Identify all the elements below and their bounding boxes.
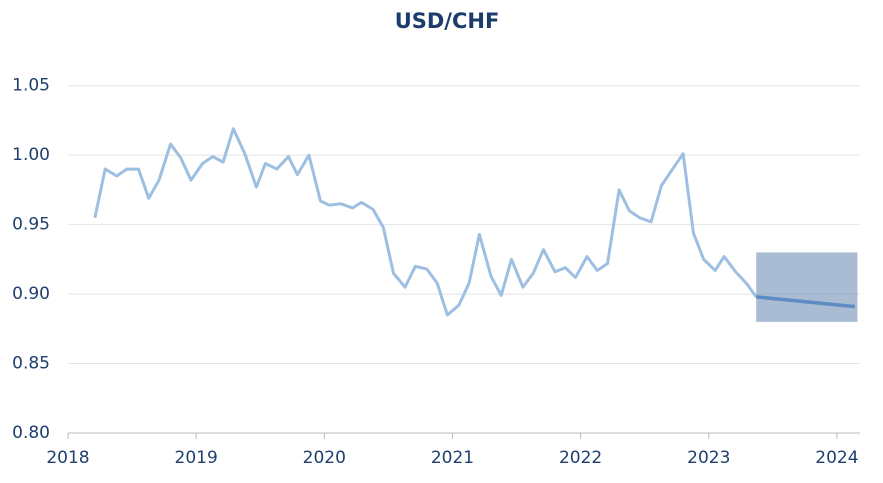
x-tick-label: 2022 — [559, 448, 602, 468]
x-tick-label: 2018 — [46, 448, 89, 468]
x-tick-label: 2024 — [815, 448, 858, 468]
y-tick-label: 1.00 — [12, 145, 50, 165]
y-tick-label: 0.85 — [12, 354, 50, 374]
y-tick-label: 0.95 — [12, 215, 50, 235]
x-tick-label: 2019 — [175, 448, 218, 468]
x-tick-label: 2021 — [431, 448, 474, 468]
chart-title: USD/CHF — [395, 9, 500, 33]
forecast-range — [756, 252, 858, 322]
line-series — [756, 295, 856, 309]
y-tick-label: 1.05 — [12, 76, 50, 96]
x-tick-label: 2020 — [303, 448, 346, 468]
y-tick-label: 0.80 — [12, 423, 50, 443]
y-tick-label: 0.90 — [12, 284, 50, 304]
line-series — [93, 127, 758, 317]
x-tick-label: 2023 — [687, 448, 730, 468]
